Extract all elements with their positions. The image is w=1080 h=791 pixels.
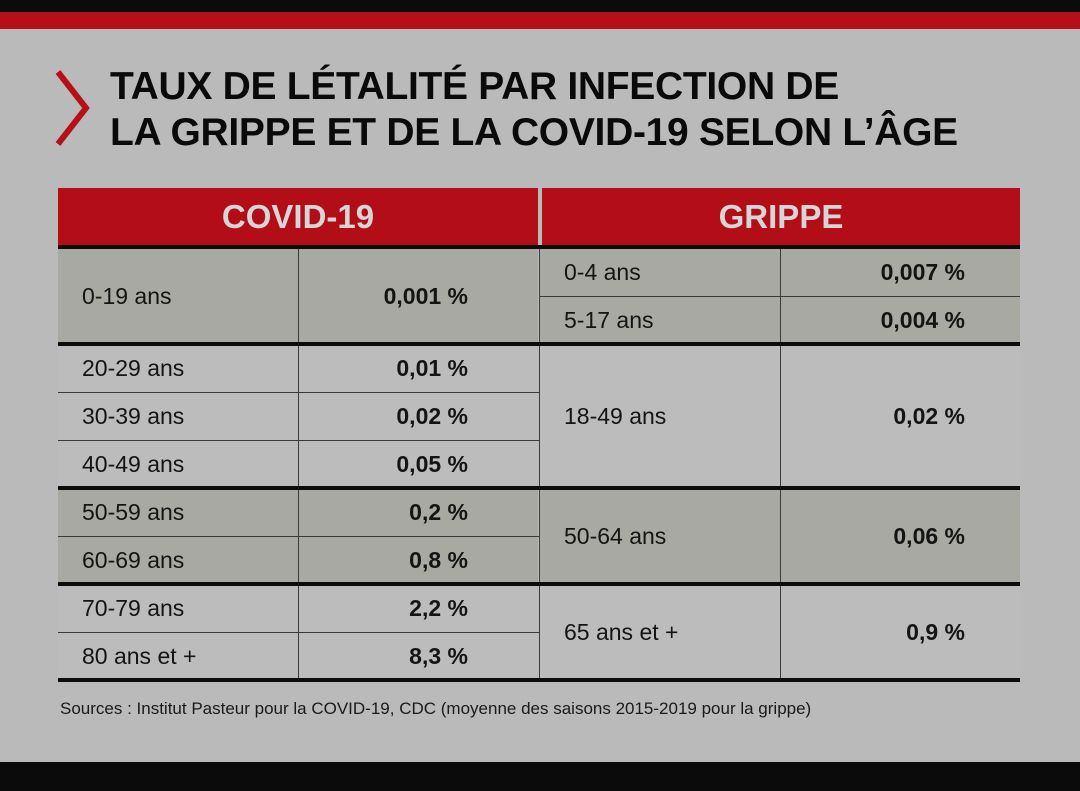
- divider: [58, 678, 1020, 682]
- divider: [58, 582, 1020, 586]
- covid-rate-cell: 0,02 %: [298, 392, 538, 440]
- title-line-1: TAUX DE LÉTALITÉ PAR INFECTION DE: [110, 65, 839, 108]
- covid-rate-cell: 0,05 %: [298, 440, 538, 488]
- divider: [58, 245, 1020, 249]
- covid-age-cell: 50-59 ans: [58, 488, 298, 536]
- covid-rate-cell: 0,01 %: [298, 344, 538, 392]
- chevron-right-icon: [55, 70, 90, 146]
- grippe-rate-cell: 0,06 %: [780, 488, 1020, 584]
- covid-rate-cell: 8,3 %: [298, 632, 538, 680]
- grid-line: [58, 536, 540, 537]
- divider: [58, 486, 1020, 490]
- divider: [58, 342, 1020, 346]
- title-line-2: LA GRIPPE ET DE LA COVID-19 SELON L’ÂGE: [110, 111, 958, 154]
- grid-line: [298, 248, 299, 680]
- grippe-age-cell: 5-17 ans: [540, 296, 780, 344]
- top-red-bar: [0, 12, 1080, 29]
- covid-age-cell: 80 ans et +: [58, 632, 298, 680]
- covid-age-cell: 40-49 ans: [58, 440, 298, 488]
- grippe-header: GRIPPE: [542, 188, 1020, 246]
- grippe-rate-cell: 0,004 %: [780, 296, 1020, 344]
- grippe-rate-cell: 0,9 %: [780, 584, 1020, 680]
- covid-rate-cell: 0,2 %: [298, 488, 538, 536]
- covid-age-cell: 60-69 ans: [58, 536, 298, 584]
- grid-line: [539, 248, 540, 680]
- covid-age-cell: 0-19 ans: [58, 248, 298, 344]
- covid-header: COVID-19: [58, 188, 538, 246]
- covid-age-cell: 20-29 ans: [58, 344, 298, 392]
- grippe-age-cell: 50-64 ans: [540, 488, 780, 584]
- grid-line: [58, 440, 540, 441]
- grippe-age-cell: 0-4 ans: [540, 248, 780, 296]
- grippe-rate-cell: 0,02 %: [780, 344, 1020, 488]
- grippe-age-cell: 18-49 ans: [540, 344, 780, 488]
- covid-rate-cell: 0,8 %: [298, 536, 538, 584]
- page-title: TAUX DE LÉTALITÉ PAR INFECTION DE LA GRI…: [110, 64, 958, 156]
- covid-age-cell: 30-39 ans: [58, 392, 298, 440]
- grid-line: [58, 632, 540, 633]
- covid-rate-cell: 2,2 %: [298, 584, 538, 632]
- grid-line: [58, 392, 540, 393]
- grippe-rate-cell: 0,007 %: [780, 248, 1020, 296]
- covid-rate-cell: 0,001 %: [298, 248, 538, 344]
- grippe-age-cell: 65 ans et +: [540, 584, 780, 680]
- sources-note: Sources : Institut Pasteur pour la COVID…: [60, 699, 812, 718]
- covid-age-cell: 70-79 ans: [58, 584, 298, 632]
- grid-line: [780, 248, 781, 680]
- grid-line: [540, 296, 1020, 297]
